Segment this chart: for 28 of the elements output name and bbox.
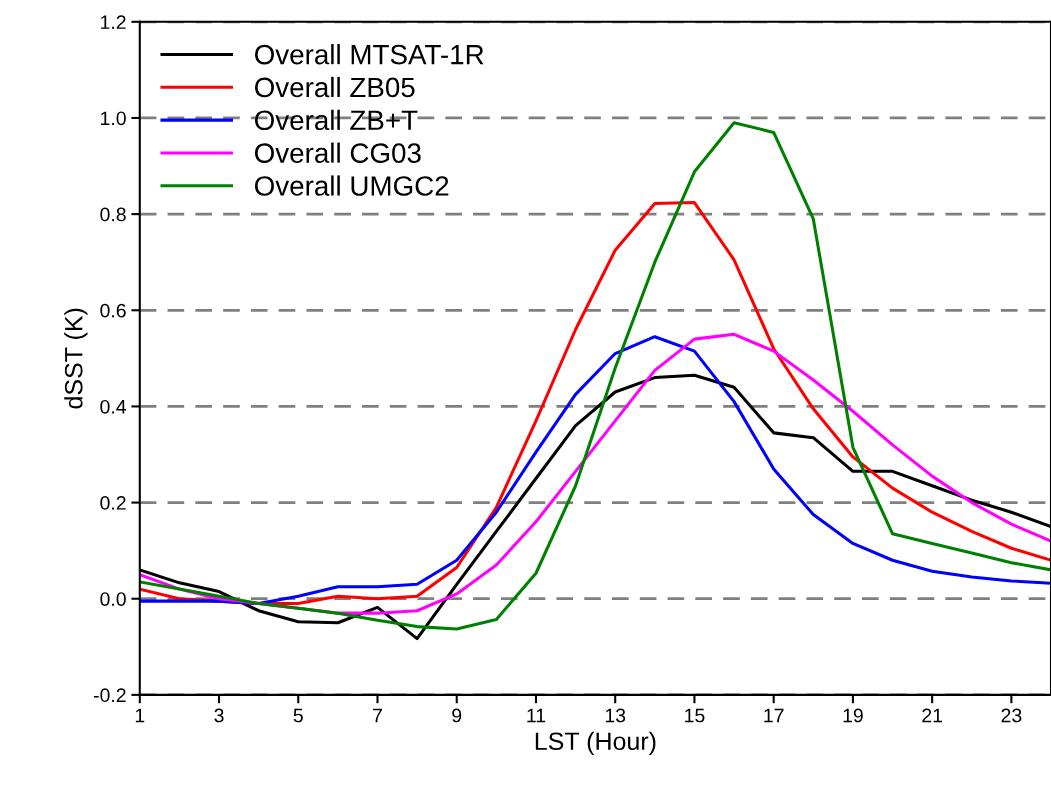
x-tick-label: 1 [135, 708, 145, 723]
y-tick-label: 0.6 [100, 303, 126, 318]
x-tick-label: 13 [605, 708, 626, 723]
y-axis-title: dSST (K) [64, 308, 88, 409]
x-tick-label: 15 [685, 708, 705, 723]
x-axis-title: LST (Hour) [535, 731, 656, 756]
x-tick-label: 21 [922, 708, 943, 723]
legend-label: Overall MTSAT-1R [254, 44, 484, 65]
line-series [139, 201, 1051, 606]
y-tick-label: 1.0 [101, 111, 126, 126]
x-tick-label: 5 [293, 708, 303, 723]
x-tick-label: 23 [1001, 708, 1022, 723]
y-tick-label: 0.2 [100, 496, 126, 510]
x-tick-label: 11 [527, 708, 546, 723]
x-tick-label: 7 [373, 708, 382, 723]
y-tick-label: 0.0 [100, 592, 126, 606]
x-tick-label: 17 [764, 708, 784, 723]
legend-label: Overall ZB05 [254, 76, 415, 98]
legend-label: Overall ZB+T [254, 109, 418, 131]
y-tick-label: -0.2 [93, 688, 126, 703]
x-tick-label: 9 [452, 708, 462, 723]
y-tick-label: 1.2 [101, 15, 126, 29]
y-tick-label: 0.4 [100, 399, 127, 414]
x-tick-label: 3 [214, 708, 224, 723]
y-tick-label: 0.8 [100, 207, 126, 222]
legend-label: Overall UMGC2 [254, 175, 449, 196]
legend-label: Overall CG03 [254, 142, 421, 163]
x-tick-label: 19 [843, 708, 863, 723]
